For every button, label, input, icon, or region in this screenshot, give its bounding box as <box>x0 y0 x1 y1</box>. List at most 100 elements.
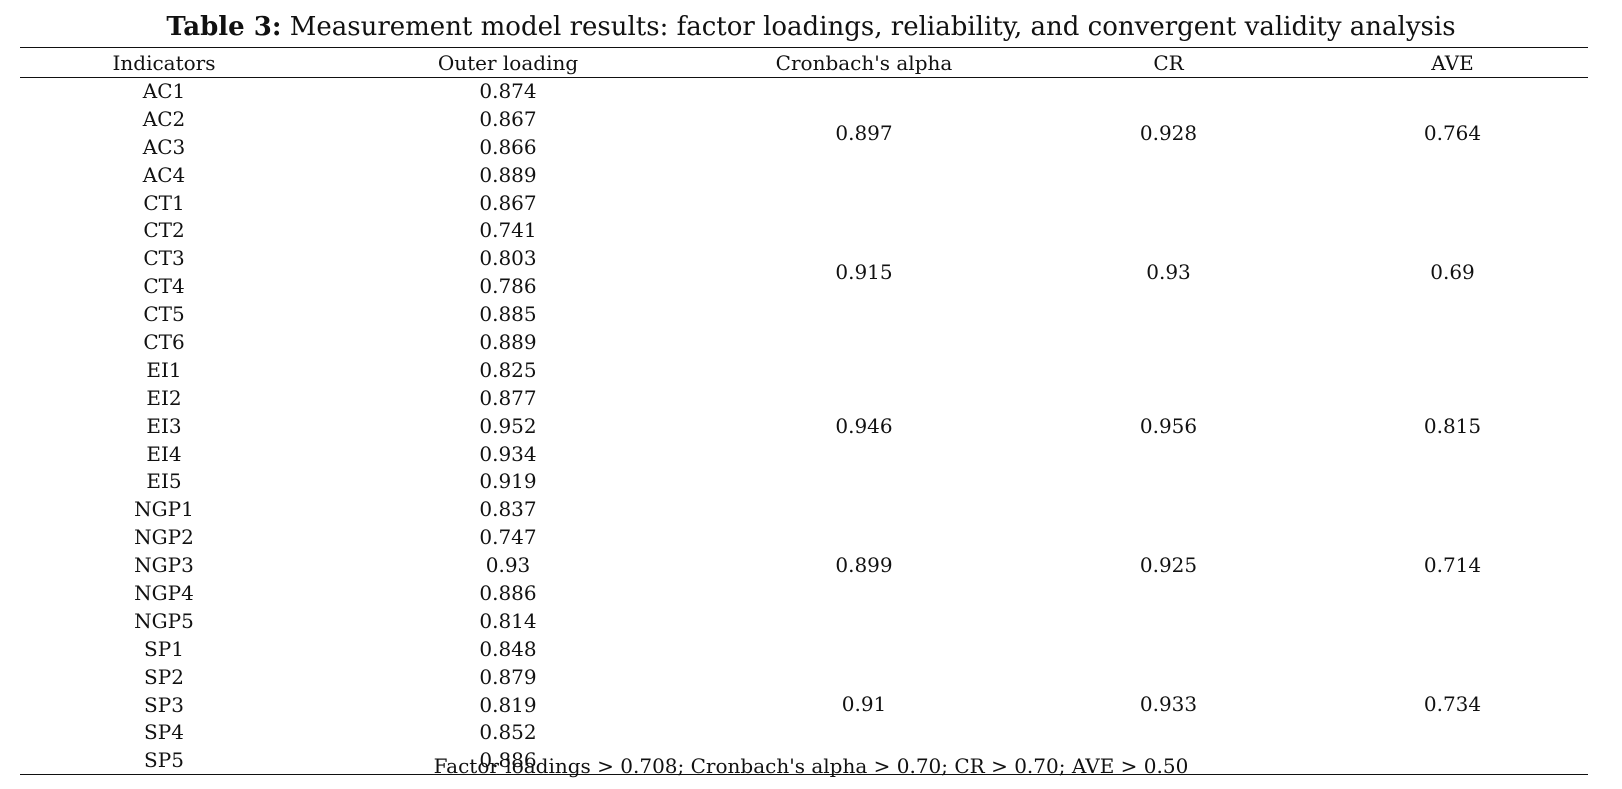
indicator-cell: CT6 <box>143 329 185 354</box>
outer-loading-cell: 0.747 <box>479 525 537 550</box>
cronbachs-alpha-cell: 0.915 <box>835 260 893 285</box>
table-caption: Table 3: Measurement model results: fact… <box>0 10 1622 44</box>
header-cr: CR <box>1020 47 1317 78</box>
table-row: EI5 0.919 <box>20 468 1588 496</box>
indicator-cell: AC4 <box>142 162 186 187</box>
table-body: AC1 0.874 0.897 0.928 0.764 AC2 0.867 AC3 0.866 A… <box>20 78 1588 776</box>
outer-loading-cell: 0.93 <box>485 553 531 578</box>
header-ave: AVE <box>1317 47 1588 78</box>
outer-loading-cell: 0.867 <box>479 190 537 215</box>
table-row: NGP4 0.886 <box>20 580 1588 608</box>
outer-loading-cell: 0.886 <box>479 580 537 605</box>
table-row: EI1 0.825 0.946 0.956 0.815 <box>20 356 1588 438</box>
table-row: CT2 0.741 <box>20 217 1588 245</box>
outer-loading-cell: 0.803 <box>479 246 537 271</box>
indicator-cell: NGP5 <box>134 608 194 633</box>
table-row: CT6 0.889 <box>20 329 1588 357</box>
outer-loading-cell: 0.889 <box>479 162 537 187</box>
table-row: AC3 0.866 <box>20 133 1588 161</box>
outer-loading-cell: 0.885 <box>479 302 537 327</box>
outer-loading-cell: 0.819 <box>479 692 537 717</box>
outer-loading-cell: 0.866 <box>479 134 537 159</box>
indicator-cell: NGP3 <box>134 553 194 578</box>
indicator-cell: AC2 <box>142 106 186 131</box>
cr-cell: 0.925 <box>1139 553 1198 578</box>
table-row: SP3 0.819 <box>20 691 1588 719</box>
outer-loading-cell: 0.886 <box>308 746 708 776</box>
indicator-cell: SP5 <box>20 746 308 776</box>
table-row: CT1 0.867 0.915 0.93 0.69 <box>20 189 1588 285</box>
ave-cell: 0.69 <box>1430 260 1475 285</box>
outer-loading-cell: 0.814 <box>479 608 537 633</box>
ave-cell: 0.764 <box>1423 121 1482 146</box>
outer-loading-cell: 0.952 <box>479 413 537 438</box>
outer-loading-cell: 0.837 <box>479 497 537 522</box>
cr-cell: 0.933 <box>1020 635 1317 776</box>
table-footnote: Factor loadings > 0.708; Cronbach's alph… <box>433 754 1189 778</box>
table-row: EI4 0.934 <box>20 440 1588 468</box>
table-caption-label: Table 3: <box>166 12 282 42</box>
header-indicators: Indicators <box>20 47 308 78</box>
table-row: EI2 0.877 <box>20 384 1588 412</box>
outer-loading-cell: 0.786 <box>479 274 537 299</box>
header-cronbachs-alpha: Cronbach's alpha <box>708 47 1020 78</box>
indicator-cell: SP3 <box>144 692 184 717</box>
cr-cell: 0.956 <box>1139 413 1198 438</box>
table-row: SP5 0.886 <box>20 746 1588 776</box>
indicator-cell: SP1 <box>144 636 184 661</box>
table-row: SP2 0.879 <box>20 663 1588 691</box>
cronbachs-alpha-cell: 0.946 <box>835 413 893 438</box>
table-row: NGP2 0.747 <box>20 524 1588 552</box>
ave-cell: 0.815 <box>1423 413 1482 438</box>
outer-loading-cell: 0.889 <box>479 329 537 354</box>
table-row: SP4 0.852 <box>20 719 1588 747</box>
table-row: CT5 0.885 <box>20 301 1588 329</box>
indicator-cell: CT1 <box>143 190 185 215</box>
indicator-cell: NGP2 <box>134 525 194 550</box>
table-row: NGP1 0.837 0.899 0.925 0.714 <box>20 496 1588 577</box>
table-row: AC4 0.889 <box>20 161 1588 189</box>
indicator-cell: NGP1 <box>134 497 194 522</box>
indicator-cell: NGP4 <box>134 580 194 605</box>
indicator-cell: AC1 <box>142 79 186 104</box>
table-row: EI3 0.952 <box>20 412 1588 440</box>
cr-cell: 0.93 <box>1146 260 1191 285</box>
outer-loading-cell: 0.919 <box>479 469 537 494</box>
cronbachs-alpha-cell: 0.897 <box>835 121 893 146</box>
indicator-cell: SP4 <box>144 720 184 745</box>
outer-loading-cell: 0.741 <box>479 218 537 243</box>
cr-cell: 0.928 <box>1139 121 1198 146</box>
outer-loading-cell: 0.825 <box>479 357 537 382</box>
indicator-cell: EI1 <box>146 357 182 382</box>
outer-loading-cell: 0.934 <box>479 441 537 466</box>
table-row: AC2 0.867 <box>20 105 1588 133</box>
ave-cell: 0.734 <box>1317 635 1588 776</box>
indicator-cell: EI5 <box>146 469 182 494</box>
outer-loading-cell: 0.879 <box>479 664 537 689</box>
table-caption-text: Measurement model results: factor loadin… <box>281 12 1456 42</box>
indicator-cell: CT4 <box>143 274 185 299</box>
table-header-row: Indicators Outer loading Cronbach's alph… <box>20 47 1588 78</box>
outer-loading-cell: 0.877 <box>479 385 537 410</box>
table-row: SP1 0.848 0.91 0.933 0.734 <box>20 635 1588 776</box>
indicator-cell: CT3 <box>143 246 185 271</box>
measurement-model-table-container: Indicators Outer loading Cronbach's alph… <box>20 47 1588 776</box>
indicator-cell: EI4 <box>146 441 182 466</box>
outer-loading-cell: 0.848 <box>479 636 537 661</box>
ave-cell: 0.714 <box>1423 553 1482 578</box>
indicator-cell: EI3 <box>146 413 182 438</box>
outer-loading-cell: 0.867 <box>479 106 537 131</box>
cronbachs-alpha-cell: 0.899 <box>835 553 893 578</box>
table-row: NGP5 0.814 <box>20 607 1588 635</box>
table-row: CT4 0.786 <box>20 273 1588 301</box>
cronbachs-alpha-cell: 0.91 <box>708 635 1020 776</box>
outer-loading-cell: 0.874 <box>479 79 537 104</box>
indicator-cell: AC3 <box>142 134 186 159</box>
measurement-model-table: Indicators Outer loading Cronbach's alph… <box>20 47 1588 776</box>
indicator-cell: EI2 <box>146 385 182 410</box>
table-row: NGP3 0.93 <box>20 552 1588 580</box>
indicator-cell: CT5 <box>143 302 185 327</box>
table-row: CT3 0.803 <box>20 245 1588 273</box>
indicator-cell: CT2 <box>143 218 185 243</box>
outer-loading-cell: 0.852 <box>479 720 537 745</box>
